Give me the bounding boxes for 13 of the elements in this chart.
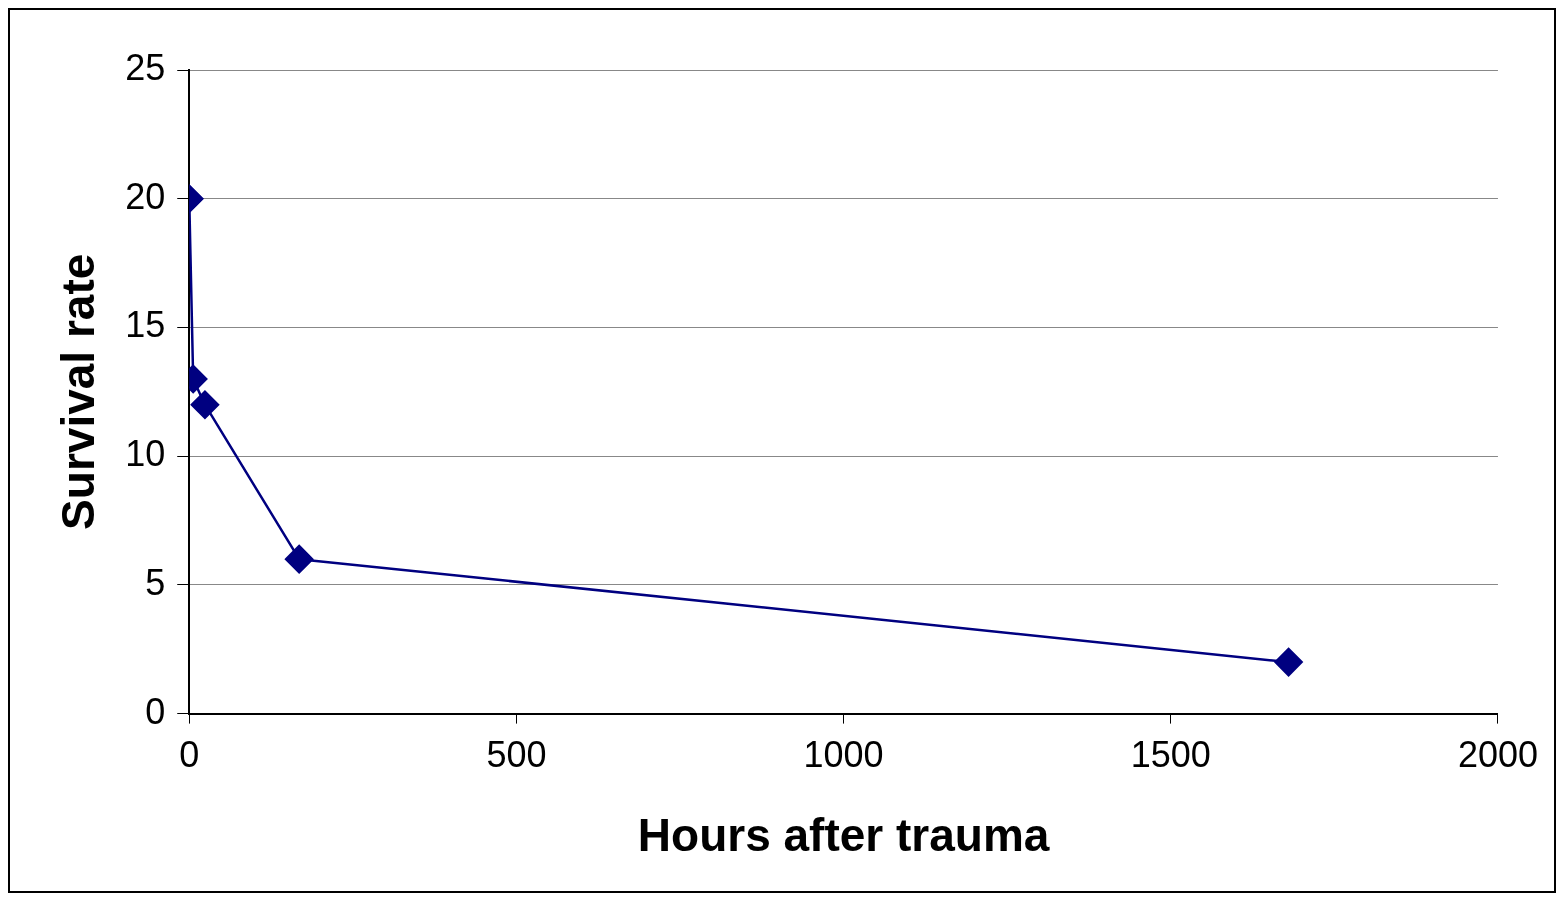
y-tick-label: 20 <box>125 175 166 217</box>
y-axis-title: Survival rate <box>52 253 105 530</box>
y-tick-label: 5 <box>145 561 166 603</box>
y-tick-label: 10 <box>125 433 166 475</box>
x-tick-label: 2000 <box>1457 734 1538 776</box>
x-tick-label: 0 <box>179 734 200 776</box>
x-tick-label: 500 <box>486 734 547 776</box>
y-tick-label: 0 <box>145 690 166 732</box>
x-tick-label: 1500 <box>1130 734 1211 776</box>
x-tick-label: 1000 <box>803 734 884 776</box>
y-tick-label: 25 <box>125 46 166 88</box>
x-axis-title: Hours after trauma <box>637 809 1050 862</box>
y-tick-label: 15 <box>125 304 166 346</box>
